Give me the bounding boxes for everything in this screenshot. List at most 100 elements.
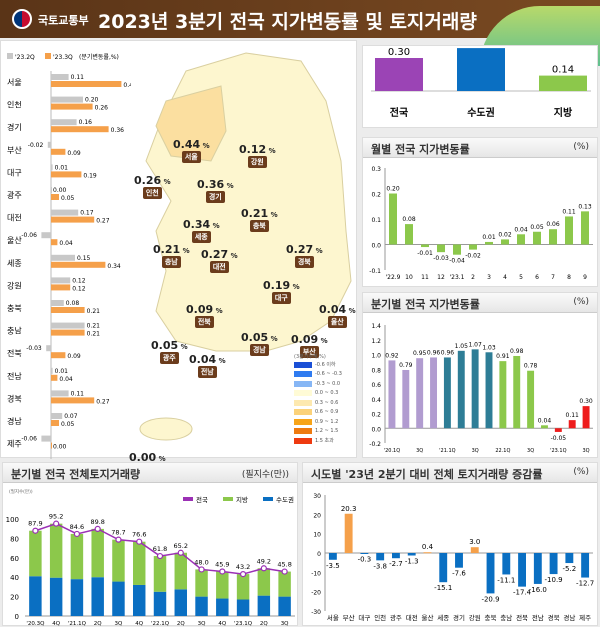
value-q3: 0.26 (95, 105, 109, 112)
data-label: 0.20 (386, 186, 400, 193)
x-tick-label: 2Q (94, 621, 102, 627)
region-label: 강원 (7, 280, 22, 290)
map-value: 0.36 (197, 178, 225, 191)
bar (388, 360, 396, 429)
bar-q3 (51, 307, 85, 313)
map-region-name: 강원 (247, 156, 267, 168)
total-point (115, 536, 122, 543)
x-tick-label: 4 (503, 274, 507, 281)
data-label: 0.06 (546, 221, 560, 228)
map-label-4: 0.21 % 충북 (241, 207, 278, 232)
data-label: -0.05 (551, 435, 567, 442)
region-label: 대전 (7, 213, 22, 223)
y-tick-label: -10 (311, 570, 321, 577)
bar-regional (91, 528, 104, 578)
total-label: 89.8 (90, 518, 104, 526)
summary-bar (457, 48, 505, 91)
map-value: 0.04 (189, 353, 217, 366)
y-tick-label: -20 (311, 590, 321, 597)
x-tick-label: 전북 (516, 613, 528, 622)
bar-q3 (51, 352, 66, 359)
region-label: 제주 (7, 440, 22, 449)
bar-regional (236, 574, 250, 600)
data-label: 0.78 (524, 363, 538, 370)
bar-regional (257, 568, 271, 596)
map-unit: % (318, 337, 328, 345)
x-tick-label: 3 (487, 274, 491, 281)
map-value: 0.21 (241, 207, 269, 220)
volume-panel: 분기별 전국 전체토지거래량 (필지수(만)) (필지수(만)) 100 80 60 40… (2, 462, 298, 627)
bar (471, 349, 479, 429)
monthly-unit: (%) (573, 142, 589, 152)
legend-swatch (263, 497, 273, 501)
value-q2: -0.02 (28, 142, 44, 149)
y-tick-label: 0 (317, 551, 321, 558)
bar (405, 224, 413, 245)
x-tick-label: 제주 (579, 614, 591, 622)
bar-q3 (51, 284, 71, 291)
map-region-name: 전북 (194, 316, 214, 328)
value-q2: 0.00 (53, 187, 67, 194)
x-tick-label: 3Q (527, 448, 534, 454)
bar-capital (49, 577, 63, 616)
map-value: 0.04 (319, 303, 347, 316)
bar (455, 553, 463, 568)
map-value: 0.27 (201, 248, 229, 261)
bar-q3 (51, 420, 59, 426)
bar (518, 553, 526, 587)
data-label: 0.91 (496, 353, 510, 360)
x-tick-label: 광주 (390, 614, 402, 622)
value-q2: 0.07 (64, 413, 78, 420)
total-label: 45.8 (277, 561, 291, 569)
value-q3: 0.27 (96, 218, 110, 225)
legend-label-q2: '23.2Q (15, 54, 35, 61)
y-tick-label: 1.0 (371, 353, 381, 360)
total-label: 87.9 (28, 520, 42, 528)
bar (376, 553, 385, 561)
total-point (73, 530, 81, 538)
data-label: -3.5 (326, 562, 340, 570)
bar (421, 244, 429, 248)
x-tick-label: 대전 (406, 613, 418, 622)
map-unit: % (224, 182, 234, 190)
legend-item: 1.2 ~ 1.5 (294, 427, 354, 437)
volume-stacked-chart: (필지수(만)) 100 80 60 40 20 0 전국 지방 수도권 87.9 '20.3Q 95.… (6, 488, 295, 627)
x-tick-label: 3Q (416, 448, 423, 454)
map-value: 0.09 (186, 303, 214, 316)
data-label: -20.9 (481, 595, 499, 603)
x-tick-label: 경남 (563, 613, 575, 622)
y-tick-label: 0.4 (371, 397, 381, 404)
summary-value: 0.30 (388, 47, 410, 58)
total-label: 61.8 (153, 545, 167, 553)
change-bar-chart: 30 20 10 0 -10 -20 -30 -3.5 서울 20.3 부산 -0.3 대구 -3.8 인천… (311, 493, 594, 622)
y-tick-label: 10 (313, 532, 321, 539)
map-region-name: 대전 (209, 261, 229, 273)
bar-regional (49, 523, 63, 578)
y-tick-label: 0.2 (371, 412, 381, 419)
total-point (260, 565, 267, 572)
bar-regional (278, 571, 291, 597)
value-q3: 0.21 (87, 331, 101, 338)
legend-swatch (183, 497, 193, 501)
bar (517, 234, 525, 245)
x-tick-label: 3Q (281, 621, 289, 627)
change-panel: 시도별 '23년 2분기 대비 전체 토지거래량 증감률 (%) 30 20 10 0-… (302, 462, 598, 626)
data-label: -5.2 (563, 565, 577, 573)
x-tick-label: 9 (583, 274, 587, 281)
value-q2: 0.17 (80, 210, 94, 217)
jeju-shape (139, 417, 193, 441)
value-q2: 0.01 (55, 368, 69, 375)
legend-label: -0.6 ~ -0.3 (315, 371, 342, 378)
value-q2: -0.06 (21, 232, 37, 239)
bar (499, 361, 507, 429)
legend-swatch (223, 497, 233, 501)
y-tick-label: 0.0 (371, 243, 381, 250)
region-bar-chart: '23.2Q'23.3Q(분기변동률,%)서울0.110.44인천0.200.2… (7, 53, 131, 459)
bar-q3 (51, 81, 122, 87)
bar-q3 (51, 171, 82, 178)
data-label: -12.7 (576, 580, 594, 588)
legend-swatch (294, 437, 312, 444)
bar-q2 (51, 277, 71, 284)
x-tick-label: 4Q (135, 621, 143, 627)
bar (568, 420, 576, 429)
